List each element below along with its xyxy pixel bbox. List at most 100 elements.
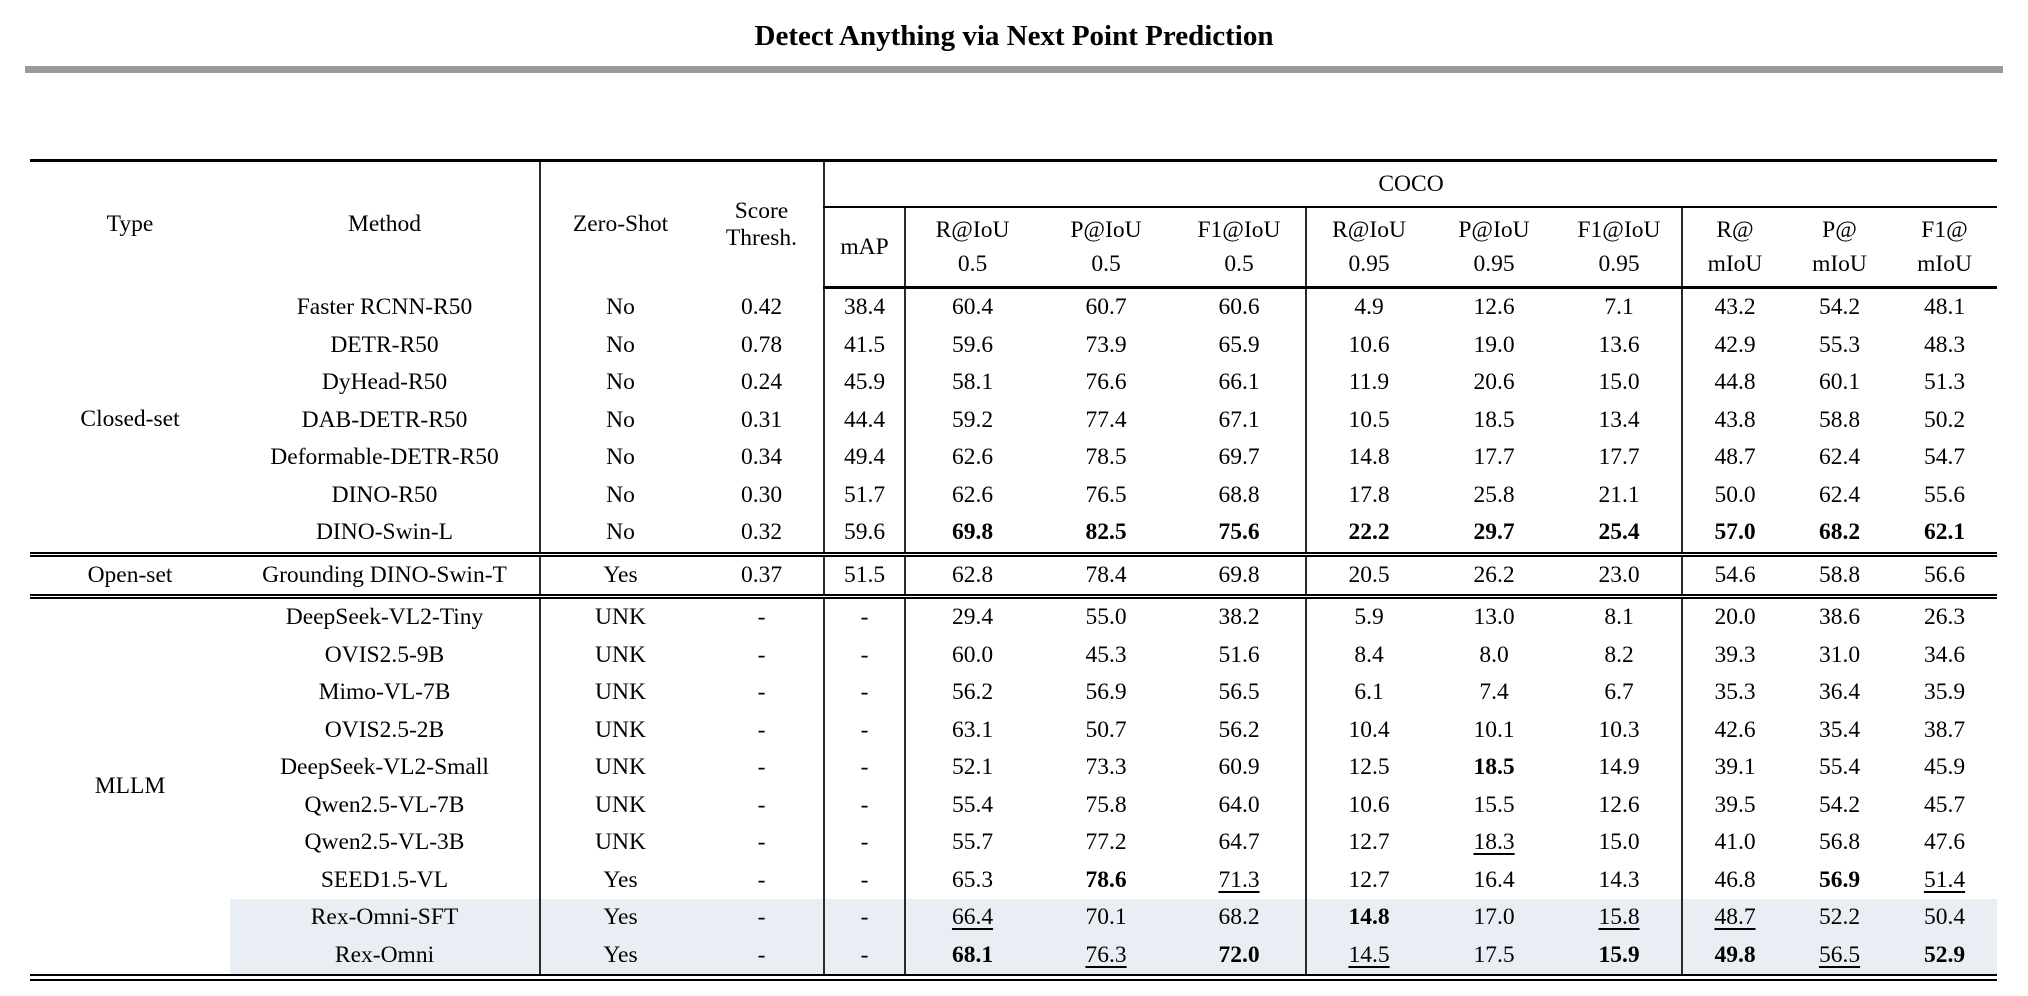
cell-p-iou-05: 55.0	[1039, 594, 1173, 637]
cell-score-thresh: 0.30	[740, 481, 783, 508]
cell-f1-iou-05: 56.5	[1218, 679, 1260, 706]
col-header-r-iou-095: R@IoU 0.95	[1305, 207, 1431, 289]
cell-r-miou: 39.1	[1681, 749, 1787, 787]
cell-p-iou-095: 19.0	[1473, 331, 1515, 358]
cell-f1-miou: 56.6	[1892, 551, 1998, 597]
cell-p-miou: 54.2	[1818, 294, 1861, 321]
cell-p-iou-095: 8.0	[1479, 641, 1509, 668]
cell-f1-iou-095: 13.6	[1598, 331, 1640, 358]
cell-f1-iou-05: 69.8	[1173, 551, 1306, 597]
method-cell: DyHead-R50	[321, 369, 448, 396]
table-row: DETR-R50 No 0.78 41.5 59.6 73.9 65.9 10.6 19.0 13…	[30, 326, 1997, 364]
header-row-top: Type Method Zero-Shot Score Thresh. COCO	[30, 160, 1998, 288]
cell-map: 44.4	[823, 401, 905, 439]
cell-f1-iou-095: 14.3	[1598, 866, 1640, 893]
cell-p-iou-095: 16.4	[1473, 866, 1515, 893]
cell-f1-iou-095: 15.9	[1598, 941, 1640, 968]
cell-score-thresh: -	[757, 829, 766, 856]
cell-r-iou-095: 14.5	[1305, 936, 1431, 978]
cell-f1-iou-095: 7.1	[1604, 294, 1634, 321]
cell-r-iou-05: 62.8	[904, 551, 1039, 597]
cell-p-iou-095: 17.7	[1473, 444, 1515, 471]
cell-f1-miou: 51.4	[1923, 866, 1966, 893]
method-cell: DINO-R50	[331, 481, 438, 508]
cell-r-iou-05: 55.7	[904, 824, 1039, 862]
cell-r-iou-05: 60.4	[904, 287, 1039, 327]
cell-score-thresh: 0.32	[740, 519, 783, 546]
col-header-p-miou: P@ mIoU	[1787, 207, 1892, 289]
cell-zero-shot: UNK	[539, 786, 700, 824]
cell-score-thresh: 0.42	[740, 293, 783, 320]
col-header-type: Type	[106, 211, 154, 238]
cell-p-iou-05: 50.7	[1085, 716, 1127, 743]
cell-r-miou: 50.0	[1681, 476, 1787, 514]
cell-f1-iou-05: 64.7	[1218, 829, 1260, 856]
cell-r-miou: 35.3	[1681, 674, 1787, 712]
cell-score-thresh: -	[757, 791, 766, 818]
cell-f1-miou: 50.2	[1923, 406, 1966, 433]
col-header-r-iou-05: R@IoU 0.5	[904, 207, 1039, 289]
table-row: MLLM DeepSeek-VL2-Tiny UNK - -29.4 55.0 38.2 5.…	[30, 594, 1998, 978]
cell-score-thresh: -	[757, 716, 766, 743]
method-cell: OVIS2.5-2B	[324, 716, 445, 743]
cell-p-miou: 58.8	[1787, 551, 1892, 597]
cell-f1-iou-095: 8.2	[1604, 641, 1634, 668]
group-type-label: MLLM	[30, 594, 230, 978]
cell-p-iou-05: 82.5	[1085, 519, 1127, 546]
cell-f1-iou-05: 38.2	[1173, 594, 1306, 637]
cell-r-iou-05: 60.0	[904, 636, 1039, 674]
cell-score-thresh: -	[700, 594, 824, 637]
cell-map: -	[823, 711, 905, 749]
cell-r-iou-095: 10.6	[1305, 326, 1431, 364]
cell-f1-miou: 55.6	[1923, 481, 1966, 508]
col-header-zero-shot: Zero-Shot	[539, 160, 700, 288]
cell-f1-miou: 52.9	[1923, 941, 1966, 968]
cell-p-iou-05: 75.8	[1085, 791, 1127, 818]
col-header-f1-miou: F1@ mIoU	[1892, 207, 1998, 289]
cell-f1-iou-095: 12.6	[1598, 791, 1640, 818]
cell-zero-shot: UNK	[539, 674, 700, 712]
title-divider-rule	[25, 66, 2003, 73]
cell-p-iou-05: 77.4	[1085, 406, 1127, 433]
cell-r-miou: 20.0	[1681, 594, 1787, 637]
cell-map: 59.6	[823, 514, 905, 554]
cell-f1-iou-05: 66.1	[1218, 369, 1260, 396]
cell-r-miou: 54.6	[1681, 551, 1787, 597]
score-thresh-line2: Thresh.	[725, 224, 798, 251]
score-thresh-line1: Score	[734, 197, 789, 224]
header-row-sub: mAP R@IoU 0.5 P@IoU 0.5 F1@IoU 0.5 R@IoU 0.9…	[30, 207, 1998, 289]
cell-map: -	[823, 936, 905, 978]
cell-r-miou: 43.8	[1681, 401, 1787, 439]
table-row: OVIS2.5-9B UNK - -60.0 45.3 51.6 8.4 8.0 8.2 39.3…	[30, 636, 1997, 674]
cell-r-iou-05: 65.3	[904, 861, 1039, 899]
cell-f1-iou-05: 51.6	[1218, 641, 1260, 668]
col-header-r-miou: R@ mIoU	[1681, 207, 1787, 289]
cell-score-thresh: 0.24	[740, 369, 783, 396]
cell-f1-iou-05: 60.9	[1218, 754, 1260, 781]
cell-score-thresh: -	[757, 641, 766, 668]
cell-r-miou: 39.5	[1681, 786, 1787, 824]
cell-zero-shot: No	[539, 401, 700, 439]
cell-score-thresh: -	[757, 866, 766, 893]
cell-r-iou-095: 17.8	[1305, 476, 1431, 514]
method-cell: DINO-Swin-L	[315, 519, 454, 546]
cell-zero-shot: UNK	[539, 749, 700, 787]
cell-p-iou-05: 76.5	[1085, 481, 1127, 508]
cell-f1-iou-05: 65.9	[1218, 331, 1260, 358]
cell-p-iou-05: 78.4	[1039, 551, 1173, 597]
cell-r-iou-05: 62.6	[904, 439, 1039, 477]
cell-r-miou: 41.0	[1681, 824, 1787, 862]
cell-r-iou-095: 22.2	[1305, 514, 1431, 554]
cell-f1-miou: 45.7	[1923, 791, 1966, 818]
cell-zero-shot: Yes	[539, 551, 700, 597]
method-cell: OVIS2.5-9B	[324, 641, 445, 668]
cell-f1-iou-05: 56.2	[1218, 716, 1260, 743]
cell-p-iou-095: 18.5	[1473, 406, 1515, 433]
cell-p-iou-095: 13.0	[1431, 594, 1557, 637]
cell-map: 38.4	[823, 287, 905, 327]
cell-map: 49.4	[823, 439, 905, 477]
cell-r-iou-095: 12.7	[1305, 861, 1431, 899]
cell-f1-iou-095: 10.3	[1598, 716, 1640, 743]
cell-p-miou: 68.2	[1818, 519, 1861, 546]
cell-score-thresh: -	[757, 679, 766, 706]
